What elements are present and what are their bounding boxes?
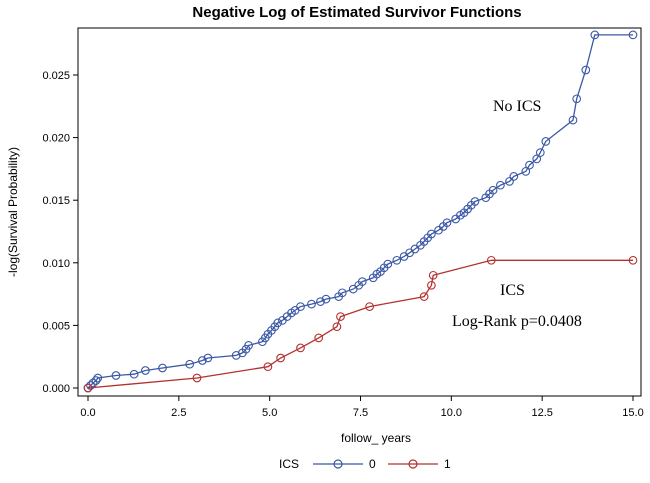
y-axis-label: -log(Survival Probability) <box>6 147 20 277</box>
data-point <box>521 167 531 176</box>
data-point <box>316 297 325 306</box>
data-point <box>141 366 150 375</box>
data-point <box>365 302 374 311</box>
data-point <box>496 180 505 190</box>
legend-marker-series-0 <box>333 459 343 469</box>
data-point <box>129 369 139 379</box>
data-point <box>332 322 342 332</box>
y-axis: 0.000 0.005 0.010 0.015 0.020 0.025 <box>42 70 78 395</box>
data-point <box>568 115 578 125</box>
data-point <box>91 376 101 385</box>
annotation-log-rank: Log-Rank p=0.0408 <box>452 313 582 330</box>
legend-label-series-1: 1 <box>444 457 451 471</box>
x-tick-label: 5.0 <box>262 407 277 419</box>
data-point <box>525 160 534 170</box>
x-tick-label: 2.5 <box>171 407 186 419</box>
legend-label-series-0: 0 <box>369 457 376 471</box>
data-point <box>428 270 438 280</box>
data-point <box>532 154 542 164</box>
x-tick-label: 12.5 <box>531 407 552 419</box>
y-tick-label: 0.020 <box>42 133 70 145</box>
x-tick-label: 0.0 <box>80 407 95 419</box>
data-point <box>296 343 305 353</box>
y-tick-label: 0.025 <box>42 70 70 82</box>
series-line-0 <box>87 34 633 389</box>
data-point <box>158 363 167 373</box>
data-point <box>244 341 253 350</box>
data-point <box>93 373 103 383</box>
data-point <box>83 383 93 393</box>
data-point <box>572 94 582 104</box>
data-point <box>276 353 285 363</box>
data-point <box>336 312 345 321</box>
series-0 <box>83 30 638 393</box>
data-point <box>185 359 195 369</box>
x-axis: 0.0 2.5 5.0 7.5 10.0 12.5 15.0 <box>80 396 644 419</box>
x-tick-label: 7.5 <box>353 407 368 419</box>
y-tick-label: 0.015 <box>42 195 70 207</box>
data-point <box>505 177 514 186</box>
data-point <box>541 137 551 146</box>
data-point <box>314 333 324 343</box>
data-point <box>488 185 498 195</box>
series-1 <box>83 255 638 393</box>
data-point <box>628 30 638 40</box>
plot-frame <box>77 27 642 397</box>
x-axis-label: follow_ years <box>341 431 411 445</box>
series-line-1 <box>87 259 633 389</box>
data-point <box>590 30 600 40</box>
data-point <box>203 353 213 363</box>
y-tick-label: 0.000 <box>42 383 70 395</box>
chart-title: Negative Log of Estimated Survivor Funct… <box>192 4 521 21</box>
data-point <box>442 218 452 228</box>
x-tick-label: 15.0 <box>622 407 643 419</box>
data-point <box>581 65 591 75</box>
legend-title: ICS <box>279 457 299 471</box>
data-point <box>321 294 331 304</box>
data-point <box>486 255 496 265</box>
data-point <box>337 288 347 298</box>
data-point <box>357 277 367 286</box>
data-point <box>111 371 121 380</box>
data-point <box>392 255 402 265</box>
data-point <box>198 356 207 365</box>
data-point <box>263 362 273 372</box>
series-layer <box>83 30 638 393</box>
data-point <box>273 318 283 328</box>
data-point <box>628 255 638 265</box>
data-point <box>86 381 95 390</box>
data-point <box>427 229 436 239</box>
y-tick-label: 0.010 <box>42 258 70 270</box>
annotation-ics: ICS <box>500 282 525 299</box>
data-point <box>88 378 98 388</box>
y-tick-label: 0.005 <box>42 320 70 332</box>
data-point <box>419 292 429 301</box>
data-point <box>427 280 436 290</box>
data-point <box>470 197 480 206</box>
data-point <box>192 373 202 383</box>
data-point <box>383 259 393 269</box>
data-point <box>296 302 305 311</box>
data-point <box>307 299 316 309</box>
data-point <box>535 148 545 157</box>
legend-marker-series-1 <box>408 459 418 469</box>
x-tick-label: 10.0 <box>441 407 462 419</box>
annotation-no-ics: No ICS <box>493 98 541 115</box>
data-point <box>509 172 519 181</box>
legend: ICS 0 1 <box>279 457 451 471</box>
